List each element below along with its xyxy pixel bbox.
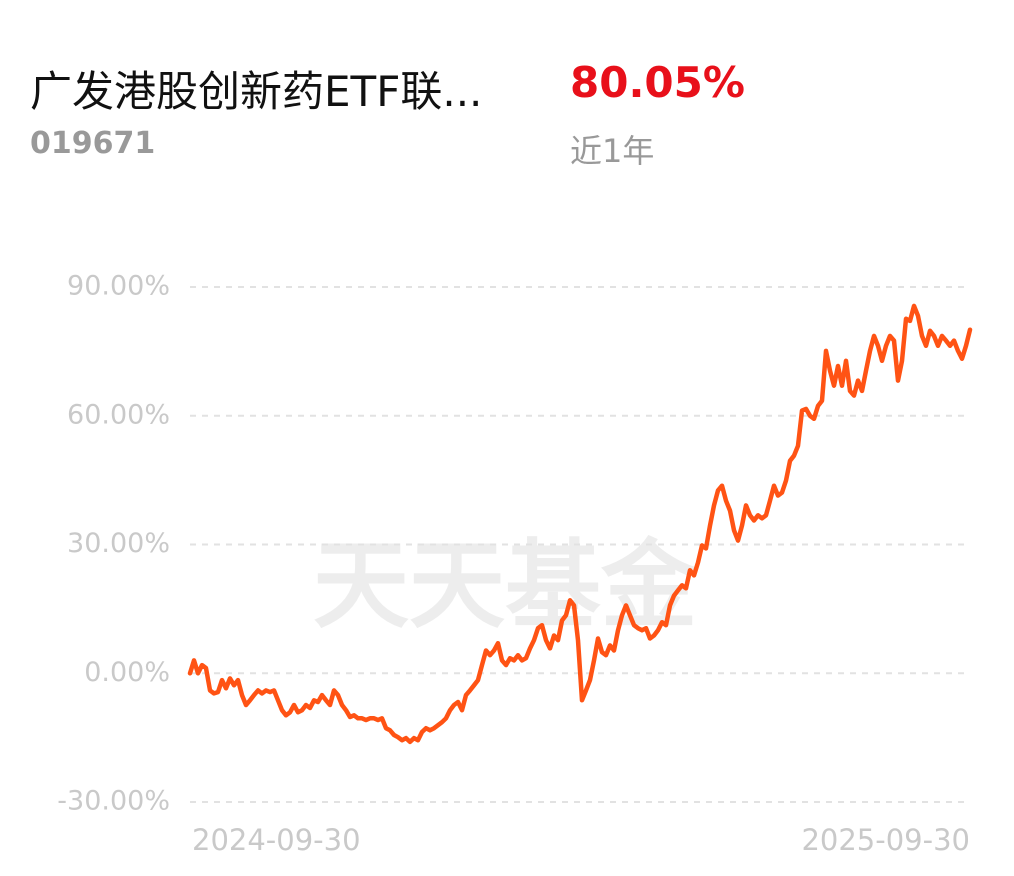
- y-tick-label: -30.00%: [57, 786, 170, 817]
- watermark: 天天基金: [313, 529, 698, 641]
- return-value: 80.05%: [570, 58, 745, 107]
- line: [187, 303, 973, 745]
- y-tick-label: 90.00%: [67, 271, 170, 302]
- y-tick-label: 60.00%: [67, 399, 170, 430]
- period-label: 近1年: [570, 132, 655, 170]
- y-tick-label: 0.00%: [84, 657, 170, 688]
- y-tick-label: 30.00%: [67, 528, 170, 559]
- x-tick-label: 2025-09-30: [801, 823, 970, 857]
- fund-code: 019671: [30, 126, 156, 161]
- x-tick-label: 2024-09-30: [192, 823, 361, 857]
- fund-name: 广发港股创新药ETF联...: [30, 67, 483, 116]
